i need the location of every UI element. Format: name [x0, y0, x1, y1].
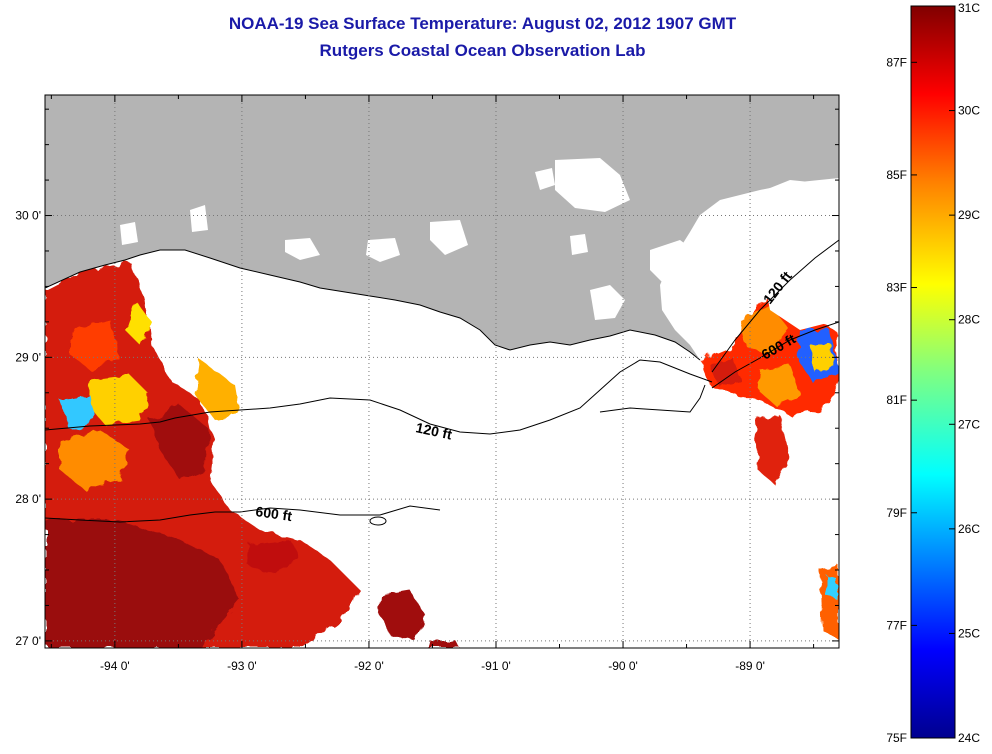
contour-120ft-loop — [599, 384, 706, 413]
map-content — [45, 95, 839, 648]
contour-600ft-west — [45, 505, 441, 523]
sst-data-west — [45, 262, 460, 648]
fahrenheit-tick-label: 77F — [886, 618, 907, 632]
lon-tick-label: -94 0' — [100, 659, 130, 673]
coastline — [45, 249, 701, 361]
celsius-tick-label: 27C — [958, 417, 980, 431]
celsius-tick-label: 26C — [958, 522, 980, 536]
map-axes: -94 0' -93 0' -92 0' -91 0' -90 0' -89 0' 27 0… — [15, 95, 839, 673]
fahrenheit-tick-label: 75F — [886, 731, 907, 745]
celsius-tick-label: 31C — [958, 1, 980, 15]
fahrenheit-tick-label: 81F — [886, 393, 907, 407]
map-title: NOAA-19 Sea Surface Temperature: August … — [228, 14, 737, 33]
contour-label: 120 ft — [414, 419, 453, 442]
celsius-tick-label: 29C — [958, 208, 980, 222]
fahrenheit-tick-label: 85F — [886, 168, 907, 182]
fahrenheit-tick-label: 87F — [886, 55, 907, 69]
lon-tick-label: -90 0' — [608, 659, 638, 673]
lat-tick-label: 29 0' — [15, 350, 41, 364]
lon-tick-label: -93 0' — [227, 659, 257, 673]
celsius-tick-label: 24C — [958, 731, 980, 745]
map-subtitle: Rutgers Coastal Ocean Observation Lab — [319, 41, 646, 60]
contour-label: 600 ft — [255, 503, 294, 524]
lat-tick-label: 27 0' — [15, 634, 41, 648]
graticule — [45, 95, 839, 648]
fahrenheit-tick-label: 83F — [886, 281, 907, 295]
fahrenheit-tick-label: 79F — [886, 506, 907, 520]
celsius-tick-label: 25C — [958, 626, 980, 640]
contour-120ft-east — [711, 239, 839, 373]
lon-tick-label: -92 0' — [354, 659, 384, 673]
lat-tick-label: 30 0' — [15, 209, 41, 223]
contour-600ft-east — [711, 321, 839, 389]
colorbar — [910, 5, 956, 739]
celsius-tick-label: 30C — [958, 104, 980, 118]
lon-tick-label: -89 0' — [735, 659, 765, 673]
inland-water — [120, 158, 839, 330]
contour-seamount — [369, 516, 387, 526]
lon-tick-label: -91 0' — [481, 659, 511, 673]
lat-tick-label: 28 0' — [15, 492, 41, 506]
celsius-tick-label: 28C — [958, 313, 980, 327]
colorbar-ticks: 31C 30C 29C 28C 27C 26C 25C 24C 87F 85F 83F 81F 79F 7… — [886, 1, 980, 745]
map-frame — [44, 94, 840, 649]
contour-120ft-west — [45, 359, 713, 435]
